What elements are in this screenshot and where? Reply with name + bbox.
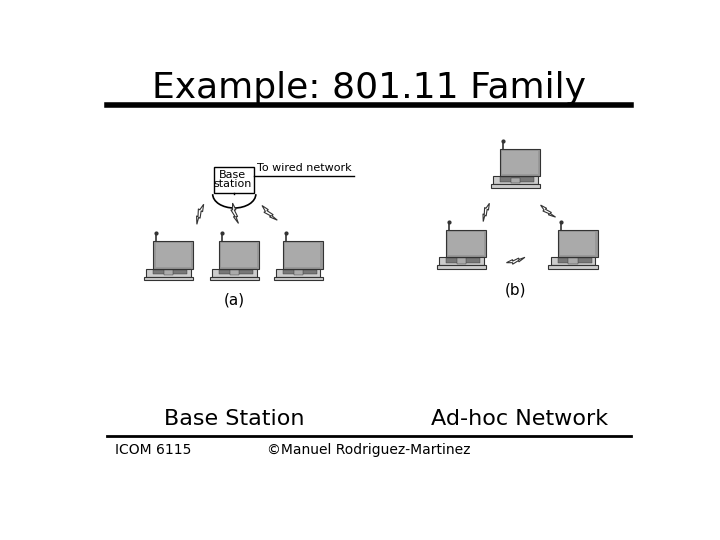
Text: Base Station: Base Station: [164, 409, 305, 429]
FancyBboxPatch shape: [439, 257, 484, 265]
Bar: [219, 269, 253, 274]
Text: ICOM 6115: ICOM 6115: [115, 443, 192, 457]
FancyBboxPatch shape: [210, 276, 259, 280]
FancyBboxPatch shape: [283, 241, 323, 269]
FancyBboxPatch shape: [274, 276, 323, 280]
Bar: [558, 258, 592, 262]
Polygon shape: [231, 203, 238, 224]
FancyBboxPatch shape: [144, 276, 194, 280]
Bar: [164, 270, 174, 275]
Bar: [230, 270, 239, 275]
FancyBboxPatch shape: [437, 265, 486, 269]
Bar: [500, 177, 534, 182]
Bar: [456, 259, 466, 264]
FancyBboxPatch shape: [212, 269, 256, 276]
FancyBboxPatch shape: [551, 257, 595, 265]
FancyBboxPatch shape: [153, 241, 194, 269]
Bar: [510, 178, 520, 183]
Text: To wired network: To wired network: [257, 163, 352, 173]
Bar: [285, 244, 320, 267]
Polygon shape: [506, 257, 525, 264]
FancyBboxPatch shape: [490, 184, 540, 188]
FancyBboxPatch shape: [558, 230, 598, 257]
FancyBboxPatch shape: [493, 177, 538, 184]
Text: (a): (a): [224, 292, 245, 307]
Bar: [221, 244, 256, 267]
Text: Ad-hoc Network: Ad-hoc Network: [431, 409, 608, 429]
Bar: [560, 232, 595, 255]
Bar: [283, 269, 317, 274]
Polygon shape: [262, 206, 277, 220]
Text: station: station: [214, 179, 252, 189]
FancyBboxPatch shape: [215, 167, 254, 193]
Polygon shape: [541, 205, 556, 217]
Text: Base: Base: [219, 170, 246, 180]
FancyBboxPatch shape: [500, 148, 540, 177]
Bar: [449, 232, 484, 255]
Text: ©Manuel Rodriguez-Martinez: ©Manuel Rodriguez-Martinez: [267, 443, 471, 457]
FancyBboxPatch shape: [549, 265, 598, 269]
Polygon shape: [197, 204, 204, 224]
Bar: [568, 259, 577, 264]
FancyBboxPatch shape: [146, 269, 191, 276]
Text: (b): (b): [505, 282, 526, 297]
Bar: [156, 244, 191, 267]
FancyBboxPatch shape: [276, 269, 320, 276]
Bar: [153, 269, 187, 274]
Polygon shape: [483, 204, 490, 221]
FancyBboxPatch shape: [446, 230, 486, 257]
Bar: [446, 258, 480, 262]
FancyBboxPatch shape: [219, 241, 259, 269]
Bar: [294, 270, 303, 275]
Bar: [503, 151, 538, 174]
Text: Example: 801.11 Family: Example: 801.11 Family: [152, 71, 586, 105]
